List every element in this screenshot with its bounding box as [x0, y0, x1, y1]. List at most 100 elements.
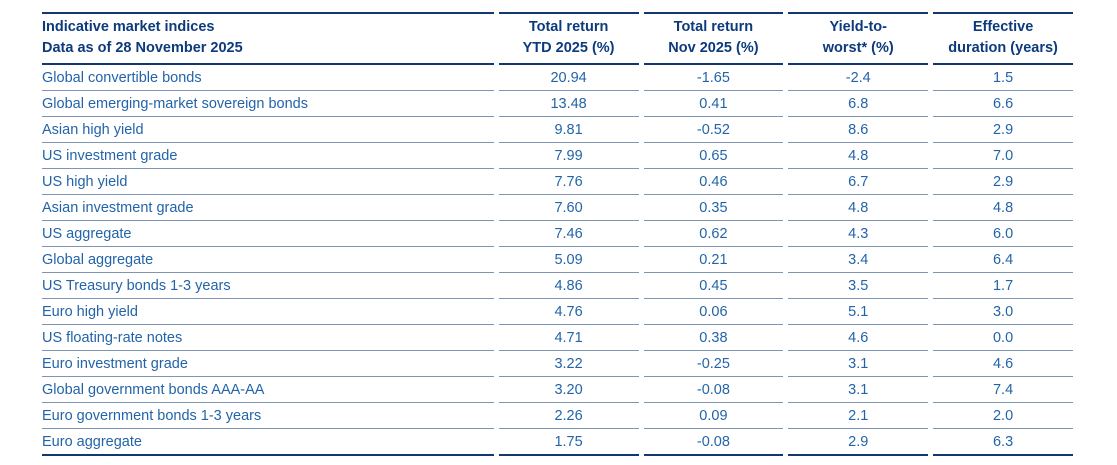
duration-value: 1.5	[933, 65, 1073, 91]
column-header-line: YTD 2025 (%)	[522, 40, 615, 56]
nov-value: 0.41	[643, 91, 784, 117]
nov-value: 0.45	[643, 273, 784, 299]
table-header: Indicative market indices Data as of 28 …	[42, 12, 1073, 65]
ytd-value: 9.81	[498, 117, 639, 143]
ytw-value: 3.1	[788, 377, 929, 403]
duration-value: 4.8	[933, 195, 1073, 221]
index-label: Global government bonds AAA-AA	[42, 377, 494, 403]
table-row: Asian high yield 9.81 -0.52 8.6 2.9	[42, 117, 1073, 143]
duration-value: 2.0	[933, 403, 1073, 429]
column-header-total-return-ytd: Total return YTD 2025 (%)	[498, 12, 639, 65]
index-label: US aggregate	[42, 221, 494, 247]
nov-value: 0.62	[643, 221, 784, 247]
nov-value: 0.09	[643, 403, 784, 429]
ytw-value: 5.1	[788, 299, 929, 325]
index-label: Global convertible bonds	[42, 65, 494, 91]
ytw-value: 3.4	[788, 247, 929, 273]
index-label: Global aggregate	[42, 247, 494, 273]
duration-value: 6.6	[933, 91, 1073, 117]
nov-value: 0.46	[643, 169, 784, 195]
column-header-line: Total return	[528, 19, 609, 35]
nov-value: 0.35	[643, 195, 784, 221]
duration-value: 6.4	[933, 247, 1073, 273]
column-header-line: Total return	[673, 19, 754, 35]
duration-value: 7.0	[933, 143, 1073, 169]
index-label: Global emerging-market sovereign bonds	[42, 91, 494, 117]
table-row: Global government bonds AAA-AA 3.20 -0.0…	[42, 377, 1073, 403]
ytd-value: 4.76	[498, 299, 639, 325]
ytd-value: 4.86	[498, 273, 639, 299]
ytw-value: 8.6	[788, 117, 929, 143]
ytw-value: 6.7	[788, 169, 929, 195]
ytd-value: 4.71	[498, 325, 639, 351]
market-indices-table: Indicative market indices Data as of 28 …	[37, 12, 1078, 456]
duration-value: 2.9	[933, 169, 1073, 195]
table-row: US high yield 7.76 0.46 6.7 2.9	[42, 169, 1073, 195]
nov-value: -0.25	[643, 351, 784, 377]
table-row: Euro high yield 4.76 0.06 5.1 3.0	[42, 299, 1073, 325]
ytw-value: 4.3	[788, 221, 929, 247]
column-header-line: Nov 2025 (%)	[668, 40, 759, 56]
nov-value: 0.06	[643, 299, 784, 325]
nov-value: -0.52	[643, 117, 784, 143]
duration-value: 2.9	[933, 117, 1073, 143]
table-row: Global convertible bonds 20.94 -1.65 -2.…	[42, 65, 1073, 91]
table-row: Global aggregate 5.09 0.21 3.4 6.4	[42, 247, 1073, 273]
ytw-value: 2.1	[788, 403, 929, 429]
index-label: Euro investment grade	[42, 351, 494, 377]
table-title: Indicative market indices	[42, 19, 215, 35]
table-row: Euro government bonds 1-3 years 2.26 0.0…	[42, 403, 1073, 429]
duration-value: 0.0	[933, 325, 1073, 351]
ytd-value: 13.48	[498, 91, 639, 117]
index-label: US high yield	[42, 169, 494, 195]
table-row: US Treasury bonds 1-3 years 4.86 0.45 3.…	[42, 273, 1073, 299]
ytw-value: 3.5	[788, 273, 929, 299]
column-header-line: Yield-to-	[829, 19, 887, 35]
ytw-value: 4.8	[788, 143, 929, 169]
duration-value: 7.4	[933, 377, 1073, 403]
index-label: Euro government bonds 1-3 years	[42, 403, 494, 429]
table-row: Asian investment grade 7.60 0.35 4.8 4.8	[42, 195, 1073, 221]
ytw-value: 6.8	[788, 91, 929, 117]
column-header-effective-duration: Effective duration (years)	[933, 12, 1073, 65]
table-subtitle-date: Data as of 28 November 2025	[42, 40, 243, 56]
ytw-value: 2.9	[788, 429, 929, 456]
nov-value: -1.65	[643, 65, 784, 91]
table-body: Global convertible bonds 20.94 -1.65 -2.…	[42, 65, 1073, 456]
ytd-value: 2.26	[498, 403, 639, 429]
nov-value: -0.08	[643, 377, 784, 403]
duration-value: 4.6	[933, 351, 1073, 377]
ytw-value: 4.8	[788, 195, 929, 221]
ytd-value: 5.09	[498, 247, 639, 273]
duration-value: 3.0	[933, 299, 1073, 325]
ytw-value: 4.6	[788, 325, 929, 351]
duration-value: 6.3	[933, 429, 1073, 456]
ytd-value: 3.20	[498, 377, 639, 403]
ytw-value: -2.4	[788, 65, 929, 91]
table-row: Euro investment grade 3.22 -0.25 3.1 4.6	[42, 351, 1073, 377]
column-header-total-return-nov: Total return Nov 2025 (%)	[643, 12, 784, 65]
column-header-yield-to-worst: Yield-to- worst* (%)	[788, 12, 929, 65]
column-header-line: Effective	[972, 19, 1034, 35]
index-label: US floating-rate notes	[42, 325, 494, 351]
index-label: US investment grade	[42, 143, 494, 169]
column-header-line: duration (years)	[948, 40, 1058, 56]
ytd-value: 1.75	[498, 429, 639, 456]
header-row: Indicative market indices Data as of 28 …	[42, 12, 1073, 65]
index-label: Euro high yield	[42, 299, 494, 325]
nov-value: 0.21	[643, 247, 784, 273]
index-label: Asian investment grade	[42, 195, 494, 221]
ytw-value: 3.1	[788, 351, 929, 377]
nov-value: -0.08	[643, 429, 784, 456]
ytd-value: 7.60	[498, 195, 639, 221]
table-row: US floating-rate notes 4.71 0.38 4.6 0.0	[42, 325, 1073, 351]
index-label: US Treasury bonds 1-3 years	[42, 273, 494, 299]
index-label: Euro aggregate	[42, 429, 494, 456]
table-title-cell: Indicative market indices Data as of 28 …	[42, 12, 494, 65]
index-label: Asian high yield	[42, 117, 494, 143]
duration-value: 1.7	[933, 273, 1073, 299]
nov-value: 0.65	[643, 143, 784, 169]
nov-value: 0.38	[643, 325, 784, 351]
table-row: Euro aggregate 1.75 -0.08 2.9 6.3	[42, 429, 1073, 456]
